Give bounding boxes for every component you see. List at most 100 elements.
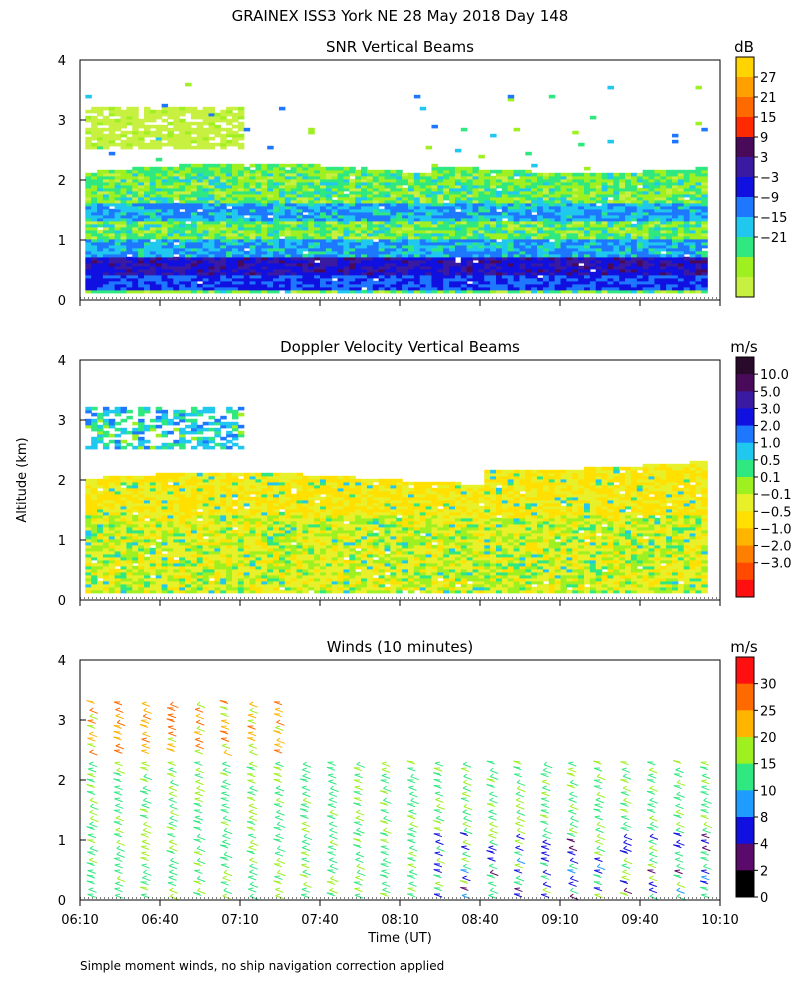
- heatmap-cell: [155, 262, 163, 267]
- heatmap-cell: [613, 232, 620, 237]
- heatmap-cell: [85, 187, 92, 192]
- heatmap-cell: [349, 196, 356, 201]
- heatmap-cell: [378, 253, 386, 258]
- heatmap-cell: [102, 259, 110, 264]
- heatmap-cell: [284, 283, 292, 288]
- heatmap-cell: [261, 163, 268, 168]
- heatmap-cell: [630, 250, 638, 255]
- colorbar-swatch: [736, 177, 754, 198]
- heatmap-cell: [302, 181, 309, 186]
- heatmap-cell: [366, 226, 374, 231]
- heatmap-cell: [607, 256, 614, 261]
- heatmap-cell: [337, 217, 345, 222]
- heatmap-cell: [278, 187, 286, 192]
- heatmap-cell: [226, 262, 233, 267]
- heatmap-cell: [343, 226, 350, 231]
- heatmap-cell: [390, 226, 397, 231]
- heatmap-cell: [607, 178, 614, 183]
- heatmap-cell: [349, 289, 356, 294]
- heatmap-cell: [185, 253, 192, 258]
- heatmap-cell: [108, 265, 116, 270]
- heatmap-cell: [378, 238, 386, 243]
- heatmap-cell: [91, 550, 98, 555]
- heatmap-cell: [249, 178, 257, 183]
- heatmap-cell: [196, 127, 204, 132]
- heatmap-cell: [355, 235, 362, 240]
- heatmap-cell: [138, 214, 145, 219]
- heatmap-cell: [531, 256, 538, 261]
- heatmap-cell: [654, 205, 661, 210]
- heatmap-cell: [138, 202, 145, 207]
- heatmap-cell: [214, 232, 221, 237]
- heatmap-cell: [648, 238, 655, 243]
- heatmap-cell: [589, 262, 597, 267]
- heatmap-cell: [243, 172, 251, 177]
- heatmap-cell: [126, 226, 133, 231]
- heatmap-cell: [114, 241, 122, 246]
- heatmap-cell: [601, 244, 609, 249]
- heatmap-cell: [331, 187, 339, 192]
- heatmap-cell: [390, 265, 397, 270]
- heatmap-cell: [501, 265, 509, 270]
- heatmap-cell: [689, 175, 697, 180]
- heatmap-cell: [284, 172, 292, 177]
- heatmap-cell: [672, 199, 679, 204]
- heatmap-cell: [331, 178, 339, 183]
- heatmap-cell: [120, 274, 127, 279]
- heatmap-cell: [114, 487, 122, 492]
- heatmap-cell: [625, 235, 632, 240]
- heatmap-cell: [337, 214, 345, 219]
- heatmap-cell: [167, 142, 174, 147]
- heatmap-cell: [437, 235, 444, 240]
- heatmap-cell: [149, 235, 157, 240]
- heatmap-cell: [296, 178, 303, 183]
- heatmap-cell: [237, 109, 245, 114]
- heatmap-cell: [677, 214, 685, 219]
- heatmap-cell: [531, 235, 538, 240]
- heatmap-cell: [308, 187, 315, 192]
- heatmap-cell: [202, 142, 210, 147]
- heatmap-cell: [226, 133, 233, 138]
- heatmap-cell: [695, 205, 702, 210]
- heatmap-cell: [566, 250, 573, 255]
- heatmap-cell: [472, 244, 479, 249]
- heatmap-cell: [102, 520, 110, 525]
- heatmap-cell: [672, 223, 679, 228]
- heatmap-cell: [97, 574, 104, 579]
- heatmap-cell: [372, 193, 380, 198]
- heatmap-cell: [97, 169, 104, 174]
- heatmap-cell: [501, 238, 509, 243]
- heatmap-cell: [672, 205, 679, 210]
- heatmap-cell: [537, 280, 544, 285]
- heatmap-cell: [232, 274, 239, 279]
- heatmap-cell: [185, 217, 192, 222]
- heatmap-cell: [654, 178, 661, 183]
- heatmap-cell: [519, 220, 526, 225]
- heatmap-cell: [155, 286, 163, 291]
- heatmap-cell: [548, 220, 556, 225]
- heatmap-cell: [525, 208, 532, 213]
- heatmap-cell: [642, 247, 650, 252]
- heatmap-cell: [578, 175, 585, 180]
- heatmap-cell: [325, 262, 333, 267]
- heatmap-cell: [537, 187, 544, 192]
- heatmap-cell: [507, 283, 515, 288]
- heatmap-cell: [190, 268, 198, 273]
- heatmap-cell: [226, 163, 233, 168]
- heatmap-cell: [490, 271, 497, 276]
- heatmap-cell: [97, 433, 104, 438]
- heatmap-cell: [625, 244, 632, 249]
- heatmap-cell: [314, 196, 321, 201]
- heatmap-cell: [507, 202, 515, 207]
- heatmap-cell: [138, 172, 145, 177]
- heatmap-cell: [466, 277, 474, 282]
- heatmap-cell: [284, 259, 292, 264]
- heatmap-cell: [267, 238, 274, 243]
- heatmap-cell: [167, 286, 174, 291]
- heatmap-cell: [672, 187, 679, 192]
- heatmap-cell: [91, 193, 98, 198]
- heatmap-cell: [190, 247, 198, 252]
- heatmap-cell: [185, 226, 192, 231]
- heatmap-cell: [572, 253, 579, 258]
- heatmap-cell: [396, 172, 403, 177]
